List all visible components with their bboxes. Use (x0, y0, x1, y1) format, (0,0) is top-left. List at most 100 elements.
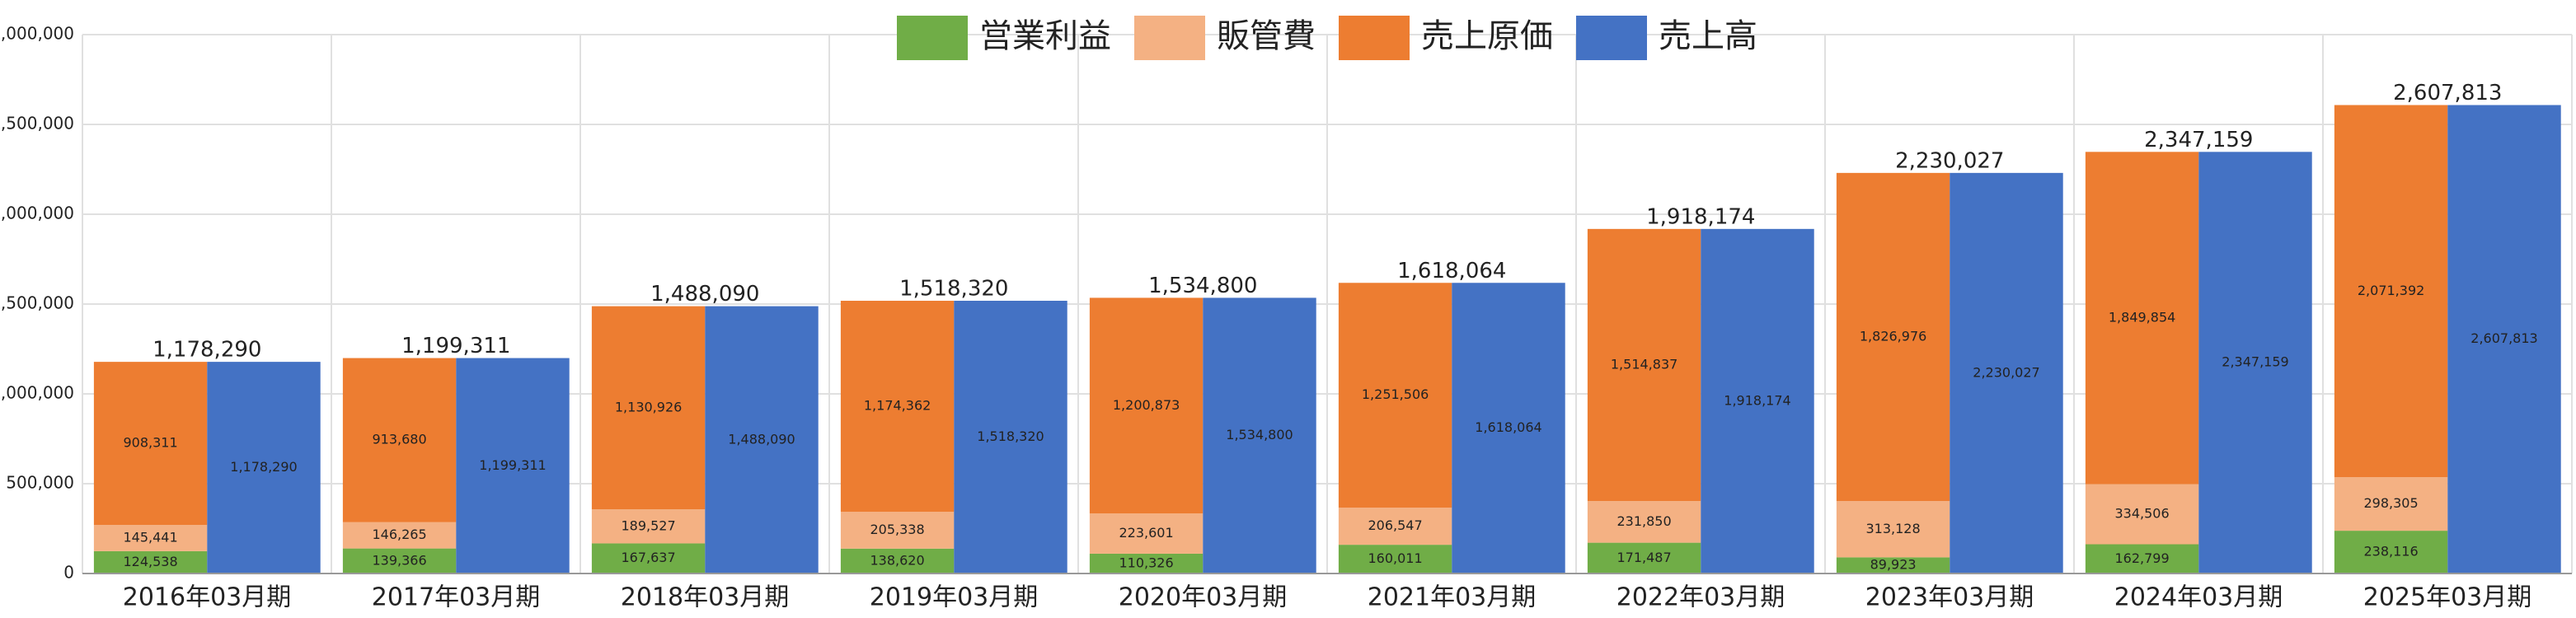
value-label: 1,918,174 (1724, 392, 1790, 408)
x-tick-label: 2020年03月期 (1119, 583, 1288, 612)
y-tick-label: 1,500,000 (0, 293, 74, 313)
bar-segment (93, 550, 208, 574)
bar-segment (591, 543, 706, 574)
legend-label: 販管費 (1217, 17, 1316, 55)
bar-segment (1338, 508, 1452, 545)
bar-segment (93, 525, 208, 551)
value-label: 145,441 (124, 529, 178, 545)
bar-segment (342, 358, 457, 522)
value-label: 334,506 (2115, 506, 2170, 522)
value-label: 139,366 (373, 552, 427, 568)
total-label: 1,178,290 (152, 338, 261, 363)
value-label: 1,200,873 (1113, 397, 1180, 413)
legend-label: 売上原価 (1421, 17, 1553, 55)
value-label: 908,311 (124, 435, 178, 451)
x-tick-label: 2024年03月期 (2114, 583, 2283, 612)
value-label: 1,199,311 (479, 457, 546, 473)
bar-segment (2334, 477, 2448, 531)
value-label: 1,518,320 (977, 428, 1044, 444)
value-label: 189,527 (622, 517, 676, 533)
value-label: 1,251,506 (1362, 386, 1429, 402)
y-tick-label: 500,000 (6, 473, 74, 493)
legend-swatch (1576, 16, 1647, 60)
y-tick-label: 3,000,000 (0, 24, 74, 44)
bar-segment (1338, 545, 1452, 574)
bar-segment (2447, 105, 2561, 574)
value-label: 160,011 (1368, 550, 1423, 566)
value-label: 89,923 (1870, 557, 1917, 573)
x-tick-label: 2021年03月期 (1368, 583, 1537, 612)
bar-segment (954, 301, 1067, 574)
bar-segment (840, 301, 955, 513)
total-label: 1,918,174 (1646, 204, 1755, 229)
value-label: 1,174,362 (864, 398, 931, 414)
bar-segment (1836, 172, 1950, 502)
value-label: 124,538 (124, 554, 178, 569)
bar-segment (1836, 557, 1950, 574)
bar-segment (1452, 283, 1565, 574)
bar-segment (1338, 283, 1452, 508)
total-label: 2,607,813 (2393, 81, 2502, 105)
legend-label: 営業利益 (979, 17, 1111, 55)
bar-segment (1203, 297, 1316, 574)
value-label: 2,347,159 (2222, 354, 2288, 370)
bar-segment (2085, 544, 2199, 574)
bar-segment (2334, 105, 2448, 478)
bar-segment (2085, 152, 2199, 485)
value-label: 223,601 (1119, 525, 1174, 541)
value-label: 1,130,926 (615, 399, 682, 414)
y-tick-label: 2,500,000 (0, 114, 74, 133)
x-tick-label: 2019年03月期 (870, 583, 1039, 612)
value-label: 2,071,392 (2358, 283, 2424, 298)
x-tick-label: 2025年03月期 (2363, 583, 2532, 612)
x-tick-label: 2018年03月期 (621, 583, 790, 612)
value-label: 110,326 (1119, 555, 1174, 570)
total-label: 2,347,159 (2144, 128, 2253, 152)
total-label: 1,488,090 (650, 282, 759, 307)
bar-segment (840, 548, 955, 574)
bar-segment (1587, 501, 1701, 543)
value-label: 167,637 (622, 550, 676, 565)
y-tick-label: 1,000,000 (0, 383, 74, 403)
value-label: 1,514,837 (1611, 356, 1677, 372)
bar-segment (1089, 553, 1204, 574)
value-label: 2,230,027 (1973, 364, 2039, 380)
value-label: 146,265 (373, 527, 427, 542)
bar-segment (1089, 297, 1204, 514)
value-label: 206,547 (1368, 517, 1423, 533)
bar-segment (93, 362, 208, 526)
bar-segment (1950, 172, 2063, 574)
y-tick-label: 2,000,000 (0, 204, 74, 223)
bar-segment (207, 362, 321, 574)
total-label: 1,618,064 (1397, 259, 1506, 283)
bar-segment (1089, 513, 1204, 554)
value-label: 162,799 (2115, 550, 2170, 566)
bar-segment (342, 548, 457, 574)
value-label: 1,826,976 (1860, 328, 1926, 344)
value-label: 1,618,064 (1475, 419, 1541, 435)
value-label: 138,620 (870, 552, 925, 568)
legend-label: 売上高 (1659, 17, 1757, 55)
bar-segment (456, 358, 570, 574)
value-label: 1,178,290 (230, 459, 297, 475)
bar-segment (342, 522, 457, 549)
value-label: 1,534,800 (1226, 427, 1293, 442)
value-label: 205,338 (870, 522, 925, 537)
bar-segment (1701, 228, 1814, 574)
value-label: 231,850 (1617, 513, 1672, 529)
total-label: 1,534,800 (1148, 274, 1257, 298)
x-tick-label: 2017年03月期 (372, 583, 541, 612)
value-label: 913,680 (373, 432, 427, 447)
x-tick-label: 2016年03月期 (123, 583, 292, 612)
legend-swatch (1134, 16, 1205, 60)
bar-segment (1587, 228, 1701, 502)
value-label: 1,488,090 (728, 431, 795, 447)
value-label: 238,116 (2364, 544, 2419, 559)
value-label: 1,849,854 (2109, 309, 2175, 325)
bar-segment (2334, 531, 2448, 574)
value-label: 298,305 (2364, 495, 2419, 511)
value-label: 2,607,813 (2470, 330, 2537, 346)
x-tick-label: 2022年03月期 (1616, 583, 1785, 612)
